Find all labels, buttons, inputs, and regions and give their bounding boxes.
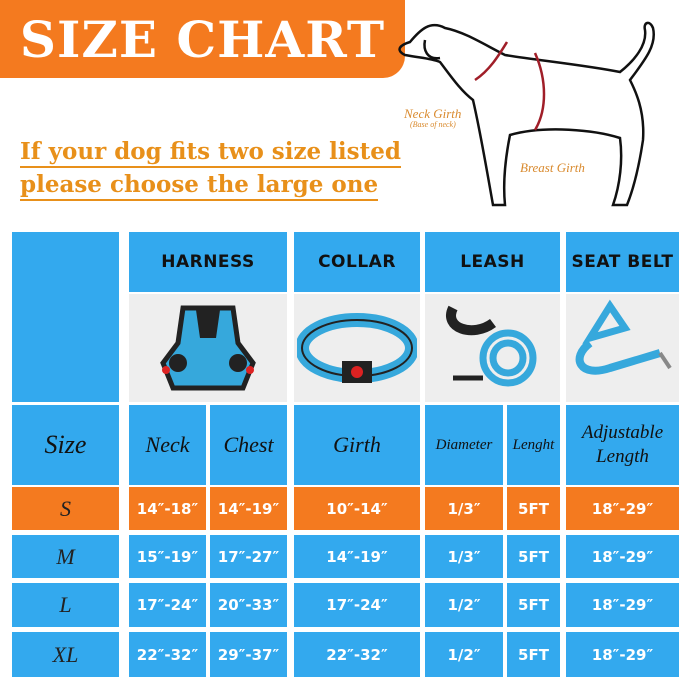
cell-belt: 18″-29″ [566,583,679,627]
cell-length: 5FT [507,583,560,627]
subheader-girth: Girth [294,405,420,485]
cell-diameter: 1/2″ [425,632,503,677]
subheader-size: Size [12,405,119,485]
cell-girth: 14″-19″ [294,535,420,578]
cell-neck: 22″-32″ [129,632,206,677]
cell-girth: 22″-32″ [294,632,420,677]
cell-chest: 29″-37″ [210,632,287,677]
subheader-length: Lenght [507,405,560,485]
cell-diameter: 1/3″ [425,535,503,578]
product-harness: HARNESS [129,232,287,292]
breast-girth-label: Breast Girth [520,160,585,175]
subheader-diameter: Diameter [425,405,503,485]
tip-line-1: If your dog fits two size listed [20,138,401,168]
product-leash: LEASH [425,232,560,292]
cell-neck: 15″-19″ [129,535,206,578]
cell-length: 5FT [507,632,560,677]
tip-line-2: please choose the large one [20,171,379,201]
cell-girth: 17″-24″ [294,583,420,627]
cell-chest: 20″-33″ [210,583,287,627]
leash-image [425,294,560,402]
subheader-chest: Chest [210,405,287,485]
cell-size: XL [12,632,119,677]
collar-image [294,294,420,402]
harness-image [129,294,287,402]
cell-girth: 10″-14″ [294,487,420,530]
neck-girth-label: Neck Girth [404,106,462,121]
cell-diameter: 1/2″ [425,583,503,627]
seat-belt-image [566,294,679,402]
subheader-adjustable-length: Adjustable Length [566,405,679,485]
dog-outline-illustration [398,21,656,207]
title-banner: SIZE CHART [0,0,405,78]
cell-neck: 14″-18″ [129,487,206,530]
size-header-blank [12,232,119,402]
cell-belt: 18″-29″ [566,535,679,578]
cell-size: L [12,583,119,627]
cell-size: S [12,487,119,530]
cell-belt: 18″-29″ [566,487,679,530]
neck-girth-sublabel: (Base of neck) [410,120,456,129]
cell-length: 5FT [507,487,560,530]
cell-neck: 17″-24″ [129,583,206,627]
subheader-neck: Neck [129,405,206,485]
product-collar: COLLAR [294,232,420,292]
product-seat-belt: SEAT BELT [566,232,679,292]
cell-belt: 18″-29″ [566,632,679,677]
cell-chest: 17″-27″ [210,535,287,578]
title: SIZE CHART [19,9,386,69]
cell-length: 5FT [507,535,560,578]
cell-chest: 14″-19″ [210,487,287,530]
cell-size: M [12,535,119,578]
cell-diameter: 1/3″ [425,487,503,530]
